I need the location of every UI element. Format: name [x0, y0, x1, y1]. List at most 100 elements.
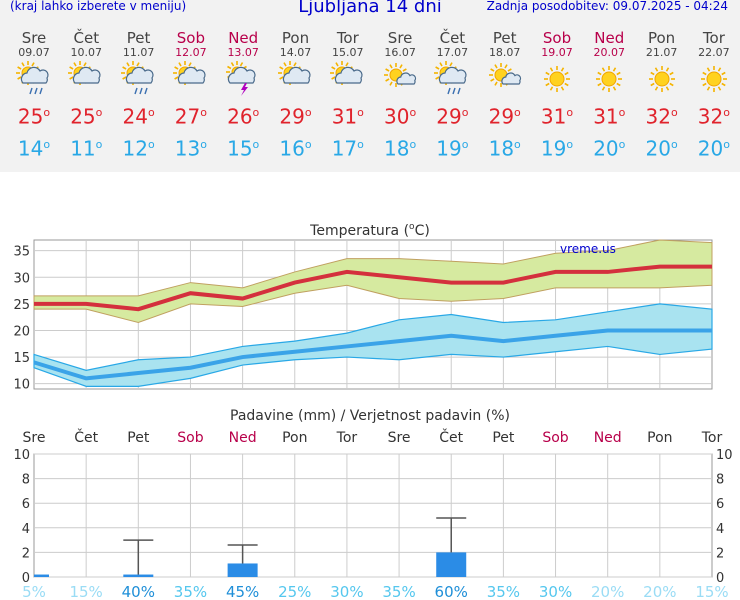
day-column: Tor 22.07 32o 20o	[688, 30, 740, 162]
precip-y-tick-right: 2	[716, 546, 724, 561]
day-date: 21.07	[645, 46, 678, 59]
day-date: 12.07	[175, 46, 207, 59]
day-date: 17.07	[436, 46, 469, 59]
precip-day-label: Tor	[336, 430, 358, 446]
min-temp: 12o	[122, 136, 155, 161]
last-update: Zadnja posodobitev: 09.07.2025 - 04:24	[486, 0, 728, 13]
day-name: Sob	[176, 29, 205, 47]
precip-bar	[34, 574, 49, 577]
precip-day-label: Sre	[388, 430, 411, 446]
temperature-y-tick: 10	[13, 378, 30, 393]
sun-cloud-icon	[329, 61, 363, 85]
day-column: Sre 16.07 30o 18o	[374, 30, 426, 162]
precip-y-tick-left: 0	[22, 571, 30, 586]
day-column: Ned 20.07 31o 20o	[583, 30, 635, 162]
day-date: 22.07	[698, 46, 730, 59]
day-date: 10.07	[70, 46, 103, 59]
max-temp: 27o	[174, 104, 207, 129]
day-date: 16.07	[384, 46, 416, 59]
day-name: Ned	[228, 29, 259, 47]
day-date: 19.07	[541, 46, 573, 59]
temperature-y-tick: 25	[13, 298, 30, 313]
weather-icon-slot	[479, 59, 531, 99]
max-temp-range-band	[33, 239, 713, 324]
min-temp-line	[33, 328, 712, 381]
day-column: Pet 18.07 29o 18o	[479, 30, 531, 162]
day-name: Pet	[492, 29, 517, 47]
precip-probability: 15%	[69, 583, 102, 600]
day-name: Sre	[21, 29, 47, 47]
weather-icon-slot	[531, 59, 583, 99]
weather-icon-slot	[270, 59, 322, 99]
precip-day-label: Ned	[229, 430, 257, 446]
day-column: Ned 13.07 26o 15o	[217, 30, 269, 162]
weather-icon-slot	[165, 59, 217, 99]
precip-y-tick-right: 0	[716, 571, 724, 586]
weather-icon-slot	[688, 59, 740, 99]
min-temp: 20o	[645, 136, 678, 161]
day-column: Sob 12.07 27o 13o	[165, 30, 217, 162]
precip-probability: 25%	[278, 583, 311, 600]
max-temp: 32o	[697, 104, 730, 129]
max-temp: 29o	[488, 104, 521, 129]
min-temp: 18o	[488, 136, 521, 161]
max-temp: 32o	[645, 104, 678, 129]
min-temp: 20o	[593, 136, 626, 161]
vreme-watermark[interactable]: vreme.us	[560, 242, 616, 256]
min-temp: 19o	[436, 136, 469, 161]
min-temp: 18o	[384, 136, 417, 161]
precip-y-tick-right: 8	[716, 473, 724, 488]
precip-y-tick-right: 4	[716, 522, 724, 537]
min-temp: 16o	[279, 136, 312, 161]
precip-day-label: Sob	[177, 430, 203, 446]
sun-small-cloud-icon	[488, 63, 521, 87]
weather-icon-slot	[113, 59, 165, 99]
weather-icon-slot	[60, 59, 112, 99]
precip-day-label: Pon	[282, 430, 307, 446]
precip-probability: 35%	[174, 583, 207, 600]
precipitation-plot-frame	[33, 453, 713, 578]
precip-bar	[227, 563, 258, 577]
sun-icon	[700, 66, 727, 92]
precip-probability: 35%	[382, 583, 415, 600]
day-name: Sob	[542, 29, 572, 47]
min-temp: 15o	[227, 136, 260, 161]
page-title: Ljubljana 14 dni	[298, 0, 442, 17]
temperature-y-tick: 20	[13, 324, 30, 339]
max-temp: 31o	[593, 104, 626, 129]
day-date: 15.07	[332, 46, 364, 59]
sun-cloud-icon	[277, 61, 311, 85]
precip-bar	[436, 552, 467, 577]
precip-probability: 60%	[435, 583, 468, 600]
location-menu-note[interactable]: (kraj lahko izberete v meniju)	[10, 0, 187, 13]
daily-forecast-row: Sre 09.07 25o 14o Čet 10.07 25o 11o Pet 11.07 24o 1…	[8, 30, 738, 170]
day-name: Čet	[439, 29, 466, 47]
precip-day-label: Pon	[647, 430, 672, 446]
day-name: Pet	[126, 29, 151, 47]
precip-probability: 30%	[539, 583, 572, 600]
weather-icon-slot	[636, 59, 688, 99]
precip-day-label: Ned	[594, 430, 622, 446]
forecast-strip	[0, 0, 740, 172]
max-temp: 25o	[70, 104, 103, 129]
precip-y-tick-right: 6	[716, 497, 724, 512]
day-column: Pon 21.07 32o 20o	[636, 30, 688, 162]
precip-day-label: Pet	[492, 430, 515, 446]
precip-day-label: Sre	[23, 430, 46, 446]
day-date: 14.07	[279, 46, 312, 59]
temperature-y-tick: 15	[13, 351, 30, 366]
day-name: Tor	[702, 29, 725, 47]
sun-small-cloud-icon	[384, 63, 417, 87]
precip-y-tick-right: 10	[716, 448, 733, 463]
min-temp: 20o	[697, 136, 730, 161]
day-date: 09.07	[18, 46, 50, 59]
precip-probability: 20%	[591, 583, 624, 600]
sun-icon	[596, 66, 623, 92]
day-column: Čet 10.07 25o 11o	[60, 30, 112, 162]
day-date: 18.07	[488, 46, 521, 59]
temperature-chart-title: Temperatura (oC)	[309, 222, 430, 239]
precip-y-tick-left: 2	[22, 546, 30, 561]
max-temp: 29o	[436, 104, 469, 129]
precip-probability: 40%	[122, 583, 155, 600]
